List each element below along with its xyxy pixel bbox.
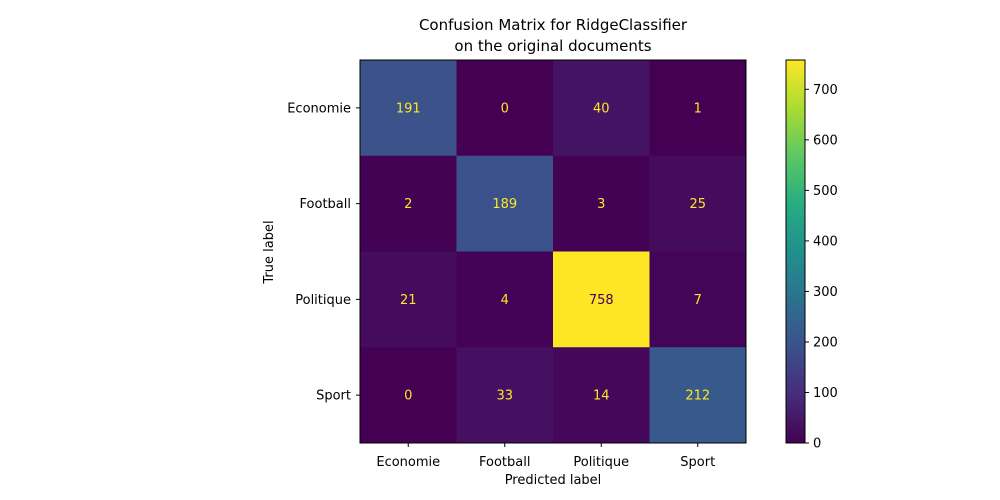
- colorbar-ticks: 0 100 200 300 400 500 600 700: [805, 83, 838, 452]
- matrix-cell: [360, 347, 457, 444]
- matrix-cell: [456, 347, 554, 444]
- y-tick-label: Sport: [316, 389, 351, 404]
- x-axis-label: Predicted label: [505, 473, 602, 488]
- colorbar-tick-label: 300: [813, 285, 838, 300]
- matrix-cell-value: 0: [501, 101, 509, 116]
- x-tick-label: Economie: [376, 455, 440, 470]
- plot-frame: [359, 59, 747, 444]
- matrix-cell-value: 0: [404, 389, 412, 404]
- matrix-cell: [649, 155, 747, 252]
- matrix-cell: [456, 60, 554, 157]
- y-tick-label: Economie: [287, 101, 351, 116]
- chart-title: Confusion Matrix for RidgeClassifier on …: [419, 16, 688, 55]
- matrix-cell: [553, 155, 650, 252]
- matrix-cell-value: 25: [689, 197, 706, 212]
- matrix-cell-value: 189: [492, 197, 517, 212]
- matrix-cell-value: 758: [589, 293, 614, 308]
- chart-title-line-1: Confusion Matrix for RidgeClassifier: [419, 16, 688, 34]
- colorbar-tick-label: 400: [813, 234, 838, 249]
- matrix-cell: [456, 251, 554, 348]
- colorbar-tick-label: 0: [813, 437, 821, 452]
- matrix-cell-value: 4: [501, 293, 509, 308]
- colorbar: [785, 59, 806, 444]
- matrix-cell-value: 21: [400, 293, 417, 308]
- matrix-cell: [649, 347, 747, 444]
- matrix-cell: [360, 60, 457, 157]
- matrix-cell-labels: 191 0 40 1 2 189 3 25 21 4 758 7 0 33 14 212: [396, 101, 710, 403]
- matrix-cell-value: 3: [597, 197, 605, 212]
- matrix-cell-value: 191: [396, 101, 421, 116]
- matrix-cell-value: 2: [404, 197, 412, 212]
- matrix-cell-value: 1: [694, 101, 702, 116]
- colorbar-tick-label: 700: [813, 83, 838, 98]
- matrix-cell-value: 7: [694, 293, 702, 308]
- chart-title-line-2: on the original documents: [454, 37, 651, 55]
- y-tick-label: Football: [300, 197, 351, 212]
- x-tick-label: Politique: [573, 455, 629, 470]
- y-axis-label: True label: [262, 220, 277, 284]
- matrix-cell-value: 33: [496, 389, 513, 404]
- x-axis-ticks: Economie Football Politique Sport: [376, 443, 715, 470]
- colorbar-tick-label: 600: [813, 133, 838, 148]
- matrix-cell-value: 14: [593, 389, 610, 404]
- matrix-cell: [553, 251, 650, 348]
- colorbar-tick-label: 200: [813, 335, 838, 350]
- matrix-cell-value: 212: [685, 389, 710, 404]
- matrix-cell: [456, 155, 554, 252]
- matrix-cell: [553, 347, 650, 444]
- matrix-cell: [649, 251, 747, 348]
- matrix-cells: [360, 60, 747, 444]
- y-axis-ticks: Economie Football Politique Sport: [287, 101, 360, 404]
- colorbar-tick-label: 500: [813, 184, 838, 199]
- x-tick-label: Sport: [680, 455, 715, 470]
- matrix-cell: [360, 251, 457, 348]
- x-tick-label: Football: [479, 455, 530, 470]
- colorbar-tick-label: 100: [813, 386, 838, 401]
- matrix-cell: [360, 155, 457, 252]
- matrix-cell-value: 40: [593, 101, 610, 116]
- y-tick-label: Politique: [295, 293, 351, 308]
- matrix-cell: [649, 60, 747, 157]
- matrix-cell: [553, 60, 650, 157]
